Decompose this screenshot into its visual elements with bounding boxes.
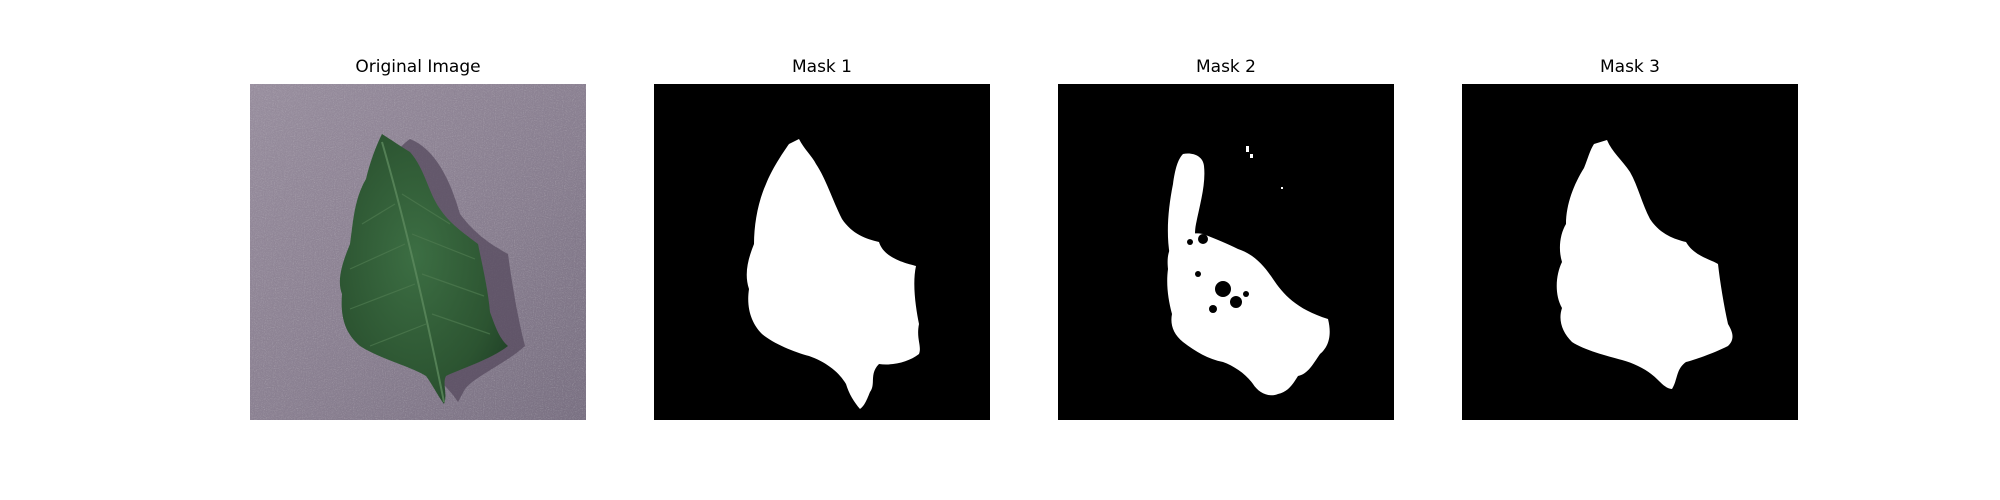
mask-hole: [1209, 305, 1217, 313]
mask-region: [1167, 153, 1205, 262]
leaf: [339, 134, 508, 404]
mask-hole: [1215, 281, 1231, 297]
panel-title: Mask 1: [791, 57, 852, 77]
mask-region: [1167, 233, 1330, 396]
mask-speck: [1246, 146, 1249, 152]
mask-speck: [1206, 244, 1208, 246]
leaf-midrib: [381, 141, 445, 403]
leaf-vein: [349, 193, 491, 347]
mask-hole: [1187, 239, 1193, 245]
mask-region: [746, 139, 920, 409]
panel-original: Original Image: [250, 0, 586, 500]
panel-title: Mask 2: [1195, 57, 1256, 77]
mask-hole: [1243, 291, 1249, 297]
original-image: [250, 84, 586, 420]
mask-region: [1556, 140, 1733, 389]
panel-title: Mask 3: [1599, 57, 1660, 77]
panel-mask-2: Mask 2: [1058, 0, 1394, 500]
mask-speck: [1281, 187, 1283, 189]
mask-hole: [1230, 296, 1242, 308]
panel-mask-3: Mask 3: [1462, 0, 1798, 500]
mask-2-image: [1058, 84, 1394, 420]
mask-hole: [1198, 234, 1208, 244]
mask-3-image: [1462, 84, 1798, 420]
panel-mask-1: Mask 1: [654, 0, 990, 500]
panel-title: Original Image: [355, 57, 481, 77]
mask-hole: [1195, 271, 1201, 277]
mask-1-image: [654, 84, 990, 420]
mask-speck: [1250, 154, 1253, 158]
